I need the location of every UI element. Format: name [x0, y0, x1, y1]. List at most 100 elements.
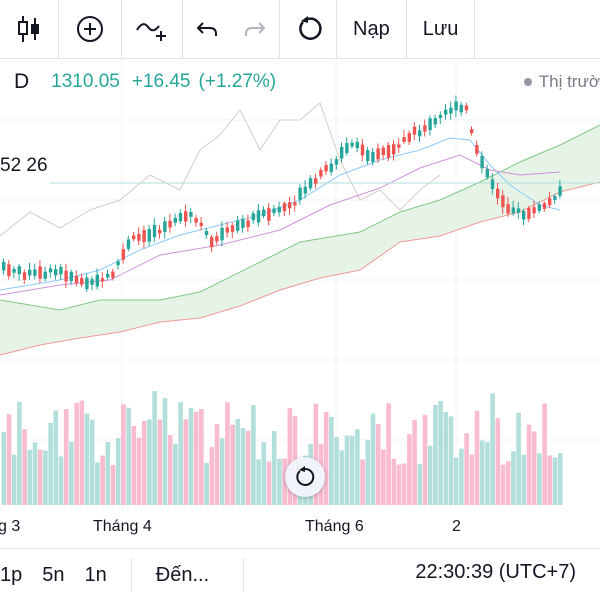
volume-bar — [74, 402, 79, 505]
candle — [236, 220, 240, 231]
candle — [230, 225, 235, 232]
reset-icon — [296, 466, 315, 486]
candle — [111, 271, 115, 278]
goto-date-button[interactable]: Đến... — [155, 563, 210, 586]
interval-label[interactable]: D — [14, 70, 30, 93]
candle — [210, 236, 214, 248]
volume-bar — [157, 419, 163, 505]
undo-redo-group — [183, 0, 280, 58]
volume-bar — [188, 408, 194, 505]
volume-bar — [547, 455, 553, 505]
volume-bar — [386, 403, 391, 505]
timezone-clock[interactable]: 22:30:39 (UTC+7) — [415, 561, 576, 583]
candle — [423, 125, 427, 132]
volume-bar — [225, 402, 230, 505]
reload-button[interactable] — [280, 0, 337, 58]
candle — [7, 264, 11, 277]
volume-bar — [162, 398, 168, 505]
volume-bar — [110, 464, 116, 505]
volume-bar — [557, 452, 563, 505]
candle — [22, 272, 27, 280]
volume-bar — [141, 420, 147, 505]
volume-bar — [505, 461, 511, 505]
volume-bar — [105, 441, 111, 505]
volume-group — [1, 391, 563, 505]
candle — [537, 204, 541, 211]
volume-bar — [516, 412, 521, 505]
volume-bar — [240, 428, 246, 505]
volume-bar — [79, 400, 85, 505]
volume-bar — [266, 461, 272, 505]
volume-bar — [417, 464, 423, 505]
market-status[interactable]: Thị trườ — [523, 72, 600, 92]
volume-bar — [349, 435, 355, 505]
candle — [241, 218, 245, 228]
candle — [511, 207, 515, 214]
save-button[interactable]: Lưu — [407, 0, 476, 58]
save-label: Lưu — [422, 17, 459, 40]
undo-icon[interactable] — [195, 17, 219, 41]
volume-bar — [48, 422, 53, 505]
volume-bar — [37, 449, 43, 505]
volume-bar — [11, 454, 17, 505]
volume-bar — [552, 457, 558, 505]
volume-bar — [485, 441, 490, 505]
candle — [54, 269, 58, 276]
volume-bar — [22, 429, 27, 505]
candle — [163, 221, 167, 233]
redo-icon[interactable] — [243, 17, 267, 41]
volume-bar — [204, 462, 209, 505]
volume-bar — [261, 442, 267, 505]
candle — [501, 195, 505, 208]
candle — [340, 146, 344, 159]
candle — [220, 227, 224, 241]
candle — [496, 188, 500, 199]
candle — [246, 220, 250, 228]
candle — [298, 187, 302, 200]
interval-1p-button[interactable]: 1p — [0, 563, 23, 586]
candle — [542, 203, 547, 209]
indicator-value: 52 26 — [0, 155, 48, 176]
volume-bar — [235, 418, 241, 505]
volume-bar — [121, 404, 126, 505]
volume-bar — [1, 432, 7, 505]
candle — [480, 155, 484, 169]
volume-bar — [6, 414, 12, 505]
candle — [147, 228, 151, 242]
indicators-button[interactable] — [122, 0, 183, 58]
candle — [319, 170, 323, 177]
candle — [433, 118, 437, 125]
candle — [553, 196, 557, 200]
candle — [80, 277, 84, 285]
candle — [251, 213, 255, 221]
volume-bar — [339, 450, 345, 505]
candle — [126, 239, 131, 249]
price-chart[interactable] — [0, 58, 600, 548]
interval-5n-button[interactable]: 5n — [42, 563, 65, 586]
volume-bar — [355, 429, 360, 505]
candle — [485, 169, 489, 178]
reset-chart-button[interactable] — [285, 457, 325, 497]
market-status-label: Thị trườ — [538, 72, 600, 91]
volume-bar — [464, 433, 469, 505]
volume-bar — [422, 414, 428, 505]
volume-bar — [490, 393, 495, 505]
volume-bar — [334, 436, 339, 505]
candle — [168, 220, 172, 228]
x-axis-label: g 3 — [0, 518, 21, 535]
chart-type-button[interactable] — [0, 0, 59, 58]
deposit-button[interactable]: Nạp — [337, 0, 407, 58]
volume-bar — [282, 458, 287, 505]
volume-bar — [69, 441, 74, 505]
interval-1n-button[interactable]: 1n — [84, 563, 107, 586]
volume-bar — [178, 402, 183, 505]
candle — [314, 178, 318, 184]
volume-bar — [474, 410, 480, 505]
candle — [152, 225, 157, 238]
candle — [28, 269, 32, 276]
candle — [490, 179, 495, 190]
candle — [360, 144, 365, 156]
volume-bar — [131, 425, 137, 505]
volume-bar — [438, 401, 443, 505]
compare-add-button[interactable] — [59, 0, 122, 58]
